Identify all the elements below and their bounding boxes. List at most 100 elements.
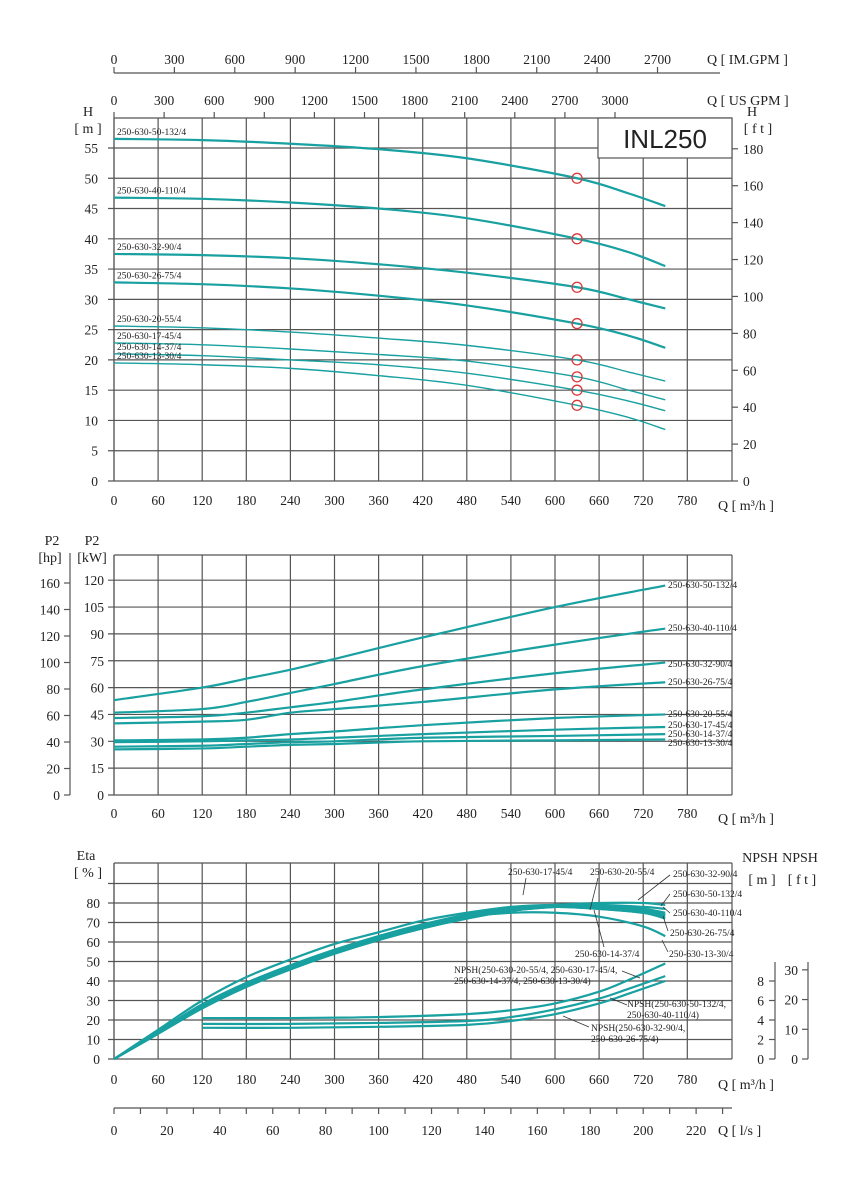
power-chart-x-tick-label: 360	[368, 806, 389, 821]
npsh-curve	[202, 962, 666, 1020]
ls-tick-label: 60	[266, 1123, 280, 1138]
power-kw-tick-label: 90	[91, 627, 105, 642]
eta-chart-x-tick-label: 60	[151, 1072, 165, 1087]
head-chart-x-axis-label: Q [ m³/h ]	[718, 499, 774, 514]
power-kw-unit: [kW]	[77, 551, 107, 566]
annotation-leader-line	[589, 877, 599, 911]
ls-tick-label: 0	[111, 1123, 118, 1138]
head-y-tick-label: 55	[85, 141, 99, 156]
head-curve-250-630-32-90/4	[113, 252, 666, 310]
power-curve-label: 250-630-50-132/4	[668, 581, 737, 591]
head-ft-tick-label: 140	[743, 216, 764, 231]
ls-tick-label: 80	[319, 1123, 333, 1138]
duty-point-marker	[571, 281, 583, 293]
head-curve-250-630-14-37/4	[113, 353, 666, 412]
head-y-tick-label: 35	[85, 262, 99, 277]
power-kw-tick-label: 30	[91, 734, 105, 749]
power-hp-tick-label: 140	[40, 603, 61, 618]
power-curve-250-630-14-37/4	[113, 733, 666, 748]
ls-tick-label: 140	[474, 1123, 495, 1138]
head-ft-tick-label: 60	[743, 363, 757, 378]
im-gpm-tick-label: 2400	[584, 52, 611, 67]
annotation-leader-line	[637, 874, 671, 901]
power-kw-tick-label: 15	[91, 761, 105, 776]
duty-point-marker	[571, 399, 583, 411]
im-gpm-tick-label: 1500	[402, 52, 429, 67]
im-gpm-tick-label: 1200	[342, 52, 369, 67]
head-ft-tick-label: 80	[743, 326, 757, 341]
power-kw-tick-label: 105	[84, 600, 105, 615]
duty-point-marker	[571, 233, 583, 245]
us-gpm-tick-label: 900	[254, 93, 275, 108]
head-ft-tick-label: 160	[743, 179, 764, 194]
head-chart-x-tick-label: 300	[324, 493, 345, 508]
head-curve-label: 250-630-26-75/4	[117, 271, 182, 281]
im-gpm-tick-label: 0	[111, 52, 118, 67]
eta-chart-x-tick-label: 240	[280, 1072, 301, 1087]
eta-chart-x-tick-label: 480	[457, 1072, 478, 1087]
head-y-tick-label: 50	[85, 171, 99, 186]
power-curve-250-630-26-75/4	[113, 681, 666, 725]
eta-curve-250-630-17-45/4	[113, 903, 666, 1060]
annotation-npsh-c-line1: NPSH(250-630-32-90/4,	[591, 1023, 685, 1034]
ls-axis-label: Q [ l/s ]	[718, 1124, 761, 1139]
im-gpm-tick-label: 2700	[644, 52, 671, 67]
ls-tick-label: 200	[633, 1123, 654, 1138]
power-chart-x-tick-label: 780	[677, 806, 698, 821]
annotation-eta-20-55: 250-630-20-55/4	[590, 868, 655, 878]
power-curve-label: 250-630-13-30/4	[668, 739, 733, 749]
head-chart-x-tick-label: 360	[368, 493, 389, 508]
us-gpm-tick-label: 1200	[301, 93, 328, 108]
power-curve-label: 250-630-26-75/4	[668, 678, 733, 688]
head-chart-x-tick-label: 660	[589, 493, 610, 508]
npsh-m-tick-label: 2	[757, 1033, 764, 1048]
eta-chart-x-tick-label: 300	[324, 1072, 345, 1087]
us-gpm-tick-label: 2100	[451, 93, 478, 108]
eta-y-axis-label: Eta	[77, 849, 96, 864]
power-kw-tick-label: 75	[91, 654, 105, 669]
head-chart-x-tick-label: 480	[457, 493, 478, 508]
head-chart-x-tick-label: 540	[501, 493, 522, 508]
annotation-leader-line	[660, 893, 671, 907]
eta-y-tick-label: 20	[87, 1013, 101, 1028]
npsh-m-axis-label: NPSH	[742, 851, 778, 866]
head-chart-x-tick-label: 600	[545, 493, 566, 508]
head-curve-250-630-40-110/4	[113, 196, 666, 268]
im-gpm-tick-label: 2100	[523, 52, 550, 67]
npsh-m-unit: [ m ]	[748, 873, 775, 888]
head-ft-tick-label: 180	[743, 142, 764, 157]
eta-chart-x-tick-label: 600	[545, 1072, 566, 1087]
eta-y-tick-label: 60	[87, 935, 101, 950]
head-y-unit: [ m ]	[74, 122, 101, 137]
power-chart-x-tick-label: 720	[633, 806, 654, 821]
power-curve-250-630-20-55/4	[113, 713, 666, 742]
annotation-eta-50-132: 250-630-50-132/4	[673, 890, 742, 900]
us-gpm-tick-label: 1800	[401, 93, 428, 108]
power-chart-x-tick-label: 240	[280, 806, 301, 821]
power-curve-label: 250-630-14-37/4	[668, 730, 733, 740]
power-hp-tick-label: 160	[40, 576, 61, 591]
head-ft-tick-label: 0	[743, 474, 750, 489]
eta-y-tick-label: 80	[87, 896, 101, 911]
head-chart-x-tick-label: 180	[236, 493, 257, 508]
eta-chart-x-tick-label: 0	[111, 1072, 118, 1087]
head-curve-label: 250-630-14-37/4	[117, 343, 182, 353]
model-box	[597, 117, 733, 159]
ls-tick-label: 160	[527, 1123, 548, 1138]
head-chart-x-tick-label: 120	[192, 493, 213, 508]
npsh-ft-unit: [ f t ]	[788, 873, 816, 888]
ls-tick-label: 120	[421, 1123, 442, 1138]
head-curve-250-630-26-75/4	[113, 281, 666, 349]
us-gpm-tick-label: 600	[204, 93, 225, 108]
power-chart-x-tick-label: 300	[324, 806, 345, 821]
power-curve-label: 250-630-32-90/4	[668, 660, 733, 670]
head-y-tick-label: 20	[85, 353, 99, 368]
annotation-eta-32-90: 250-630-32-90/4	[673, 870, 738, 880]
eta-chart-x-tick-label: 660	[589, 1072, 610, 1087]
head-chart-x-tick-label: 240	[280, 493, 301, 508]
power-hp-tick-label: 0	[53, 788, 60, 803]
npsh-m-tick-label: 8	[757, 974, 764, 989]
eta-chart-x-axis-label: Q [ m³/h ]	[718, 1078, 774, 1093]
